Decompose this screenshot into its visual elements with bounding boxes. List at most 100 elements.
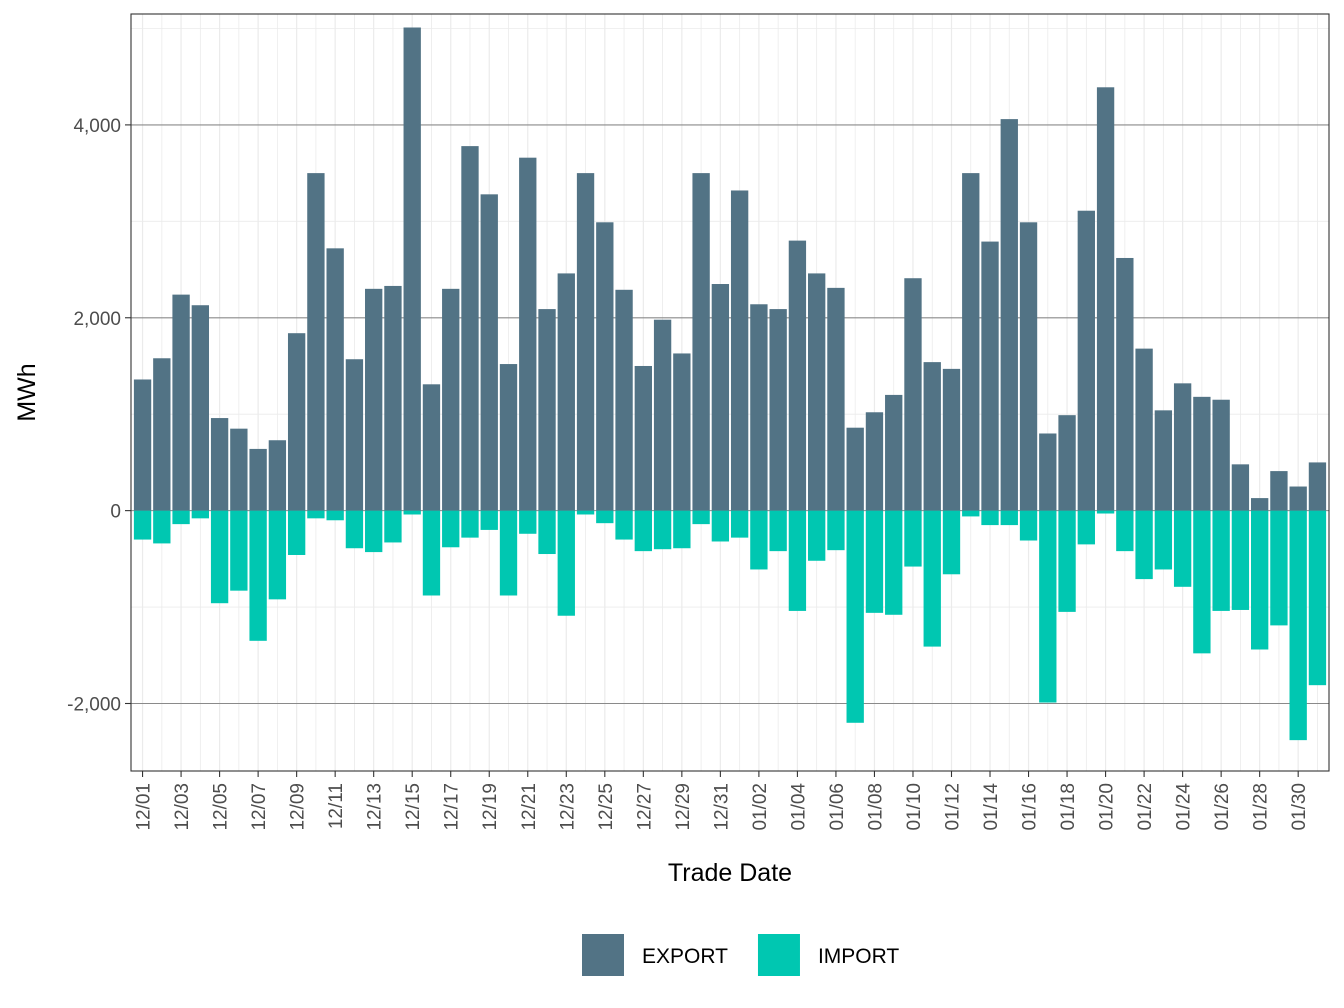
y-axis-title: MWh <box>13 363 41 421</box>
bar-import-12-17 <box>442 510 460 548</box>
bar-import-12-24 <box>576 510 595 515</box>
bar-export-01-07 <box>846 427 864 511</box>
legend-label-import: IMPORT <box>818 945 899 968</box>
bar-export-01-02 <box>750 304 768 511</box>
bar-import-12-25 <box>596 510 614 524</box>
x-tick-label: 12/11 <box>326 783 347 829</box>
x-tick-label: 12/13 <box>365 783 386 831</box>
bar-export-12-14 <box>384 285 402 511</box>
bar-export-01-27 <box>1231 464 1250 511</box>
bar-import-01-25 <box>1193 510 1211 654</box>
bar-import-12-19 <box>480 510 498 530</box>
bar-import-01-15 <box>1000 510 1018 526</box>
bar-export-12-18 <box>461 146 479 511</box>
x-tick-label: 12/29 <box>673 783 694 831</box>
bar-import-01-06 <box>827 510 845 551</box>
x-tick-label: 01/04 <box>788 783 809 831</box>
bar-export-01-09 <box>885 394 903 511</box>
bar-import-12-08 <box>268 510 287 600</box>
bar-import-01-05 <box>808 510 826 561</box>
x-tick-label: 12/05 <box>211 783 232 831</box>
bar-import-01-13 <box>962 510 980 517</box>
bar-export-12-23 <box>557 273 575 511</box>
x-tick-label: 12/31 <box>711 783 732 831</box>
x-tick-label: 12/07 <box>249 783 270 831</box>
bar-import-12-03 <box>172 510 190 525</box>
bar-export-12-03 <box>172 294 190 511</box>
bar-import-12-28 <box>653 510 672 550</box>
x-tick-label: 12/09 <box>288 783 309 831</box>
bar-export-01-06 <box>827 287 845 511</box>
x-tick-label: 12/25 <box>596 783 617 831</box>
bar-export-01-03 <box>769 309 787 511</box>
bar-import-01-21 <box>1116 510 1134 552</box>
bar-import-01-03 <box>769 510 787 552</box>
bar-export-01-08 <box>865 412 884 511</box>
bar-export-01-01 <box>730 190 749 511</box>
x-tick-label: 01/26 <box>1212 783 1233 831</box>
bar-import-12-14 <box>384 510 402 543</box>
bar-export-12-07 <box>249 448 267 511</box>
x-tick-label: 01/28 <box>1251 783 1272 831</box>
bar-export-01-23 <box>1154 410 1173 511</box>
legend-key-export <box>582 934 624 976</box>
bar-import-12-02 <box>153 510 171 544</box>
x-tick-label: 01/16 <box>1020 783 1041 831</box>
bar-export-01-13 <box>962 173 980 511</box>
bar-export-01-29 <box>1270 471 1288 511</box>
bar-import-01-24 <box>1173 510 1192 587</box>
bar-export-12-31 <box>711 284 730 511</box>
bar-export-01-25 <box>1193 396 1211 511</box>
bar-export-12-21 <box>519 157 537 511</box>
x-tick-label: 12/01 <box>134 783 155 831</box>
bar-export-01-26 <box>1212 399 1230 511</box>
bar-export-01-28 <box>1250 498 1269 511</box>
x-tick-label: 01/10 <box>904 783 925 831</box>
bar-import-01-20 <box>1096 510 1115 514</box>
bar-import-12-01 <box>133 510 152 540</box>
bar-import-12-27 <box>634 510 652 552</box>
bar-import-01-17 <box>1039 510 1057 703</box>
y-tick-label: -2,000 <box>67 694 121 715</box>
bar-import-12-06 <box>230 510 248 591</box>
bar-import-12-30 <box>692 510 710 525</box>
bar-import-12-18 <box>461 510 479 538</box>
bar-export-01-30 <box>1289 486 1307 511</box>
bar-import-01-27 <box>1231 510 1250 610</box>
bar-export-12-24 <box>576 173 595 511</box>
bar-export-01-16 <box>1019 222 1038 511</box>
bar-import-12-04 <box>191 510 210 519</box>
x-tick-label: 01/22 <box>1135 783 1156 831</box>
bar-import-01-26 <box>1212 510 1230 611</box>
y-axis: -2,000 0 2,000 4,000 <box>67 116 131 715</box>
bar-import-01-30 <box>1289 510 1307 741</box>
bar-export-12-29 <box>673 353 691 511</box>
bar-import-01-16 <box>1019 510 1038 541</box>
x-tick-label: 12/21 <box>519 783 540 831</box>
bar-import-01-10 <box>904 510 922 567</box>
bar-export-12-15 <box>403 27 421 511</box>
bar-export-01-05 <box>808 273 826 511</box>
bar-export-01-10 <box>904 278 922 511</box>
bar-import-12-31 <box>711 510 730 542</box>
bar-import-12-07 <box>249 510 267 641</box>
bar-export-01-19 <box>1077 210 1095 511</box>
bar-import-01-02 <box>750 510 768 570</box>
bar-export-12-06 <box>230 428 248 511</box>
bar-export-12-11 <box>326 248 344 511</box>
bars <box>133 27 1327 741</box>
x-tick-label: 01/24 <box>1174 783 1195 831</box>
bar-import-01-19 <box>1077 510 1095 545</box>
bar-import-01-14 <box>981 510 999 526</box>
x-tick-label: 12/03 <box>172 783 193 831</box>
bar-export-12-02 <box>153 358 171 511</box>
bar-import-12-09 <box>287 510 306 555</box>
x-axis-title: Trade Date <box>668 859 792 887</box>
bar-export-12-04 <box>191 305 210 511</box>
bar-export-01-20 <box>1096 87 1115 511</box>
x-tick-label: 01/18 <box>1058 783 1079 831</box>
bar-export-12-25 <box>596 222 614 511</box>
bar-import-12-16 <box>422 510 441 596</box>
bar-import-01-29 <box>1270 510 1288 626</box>
x-tick-label: 01/20 <box>1097 783 1118 831</box>
